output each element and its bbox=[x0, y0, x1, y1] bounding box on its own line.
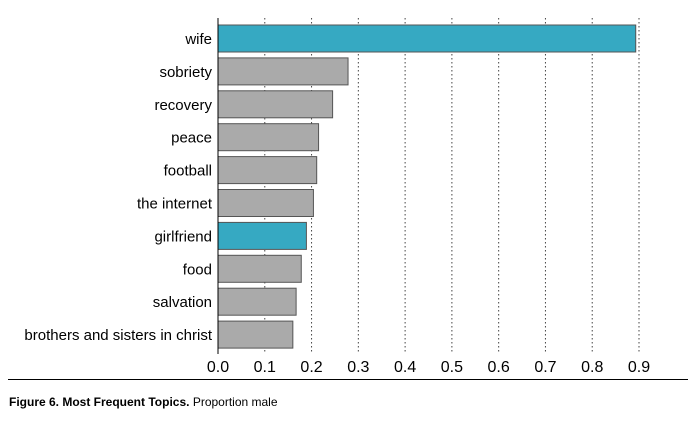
x-tick-label: 0.9 bbox=[628, 359, 650, 376]
category-label: the internet bbox=[137, 196, 213, 213]
bar bbox=[217, 57, 349, 86]
x-tick-label: 0.1 bbox=[254, 359, 276, 376]
x-tick-label: 0.7 bbox=[534, 359, 556, 376]
category-label: recovery bbox=[154, 97, 212, 114]
x-tick-label: 0.5 bbox=[441, 359, 463, 376]
category-label: food bbox=[183, 261, 212, 278]
x-tick-label: 0.3 bbox=[347, 359, 369, 376]
category-label: wife bbox=[184, 31, 212, 48]
bar bbox=[217, 254, 302, 283]
x-tick-label: 0.4 bbox=[394, 359, 416, 376]
x-tick-label: 0.2 bbox=[300, 359, 322, 376]
bar bbox=[217, 320, 294, 349]
x-tick-label: 0.0 bbox=[207, 359, 229, 376]
bar bbox=[217, 189, 314, 217]
caption-text: Proportion male bbox=[192, 395, 278, 409]
bars bbox=[217, 24, 637, 349]
category-label: salvation bbox=[153, 294, 212, 311]
caption-label: Figure 6. Most Frequent Topics. bbox=[9, 395, 190, 409]
bar bbox=[217, 287, 297, 316]
bar bbox=[217, 123, 320, 152]
category-label: peace bbox=[171, 130, 212, 147]
bar bbox=[217, 24, 637, 53]
category-label: girlfriend bbox=[154, 228, 212, 245]
category-label: sobriety bbox=[159, 64, 212, 81]
category-label: brothers and sisters in christ bbox=[24, 327, 212, 344]
category-label: football bbox=[164, 163, 212, 180]
category-labels: wife sobriety recovery peace football the int… bbox=[24, 31, 212, 344]
bar bbox=[217, 221, 307, 250]
x-tick-labels: 0.0 0.1 0.2 0.3 0.4 0.5 0.6 0.7 0.8 0.9 bbox=[207, 359, 650, 376]
caption-rule bbox=[8, 379, 688, 380]
x-tick-label: 0.6 bbox=[488, 359, 510, 376]
bar bbox=[217, 156, 318, 185]
bar bbox=[217, 90, 334, 119]
figure-caption: Figure 6. Most Frequent Topics. Proporti… bbox=[9, 395, 278, 409]
x-tick-label: 0.8 bbox=[581, 359, 603, 376]
